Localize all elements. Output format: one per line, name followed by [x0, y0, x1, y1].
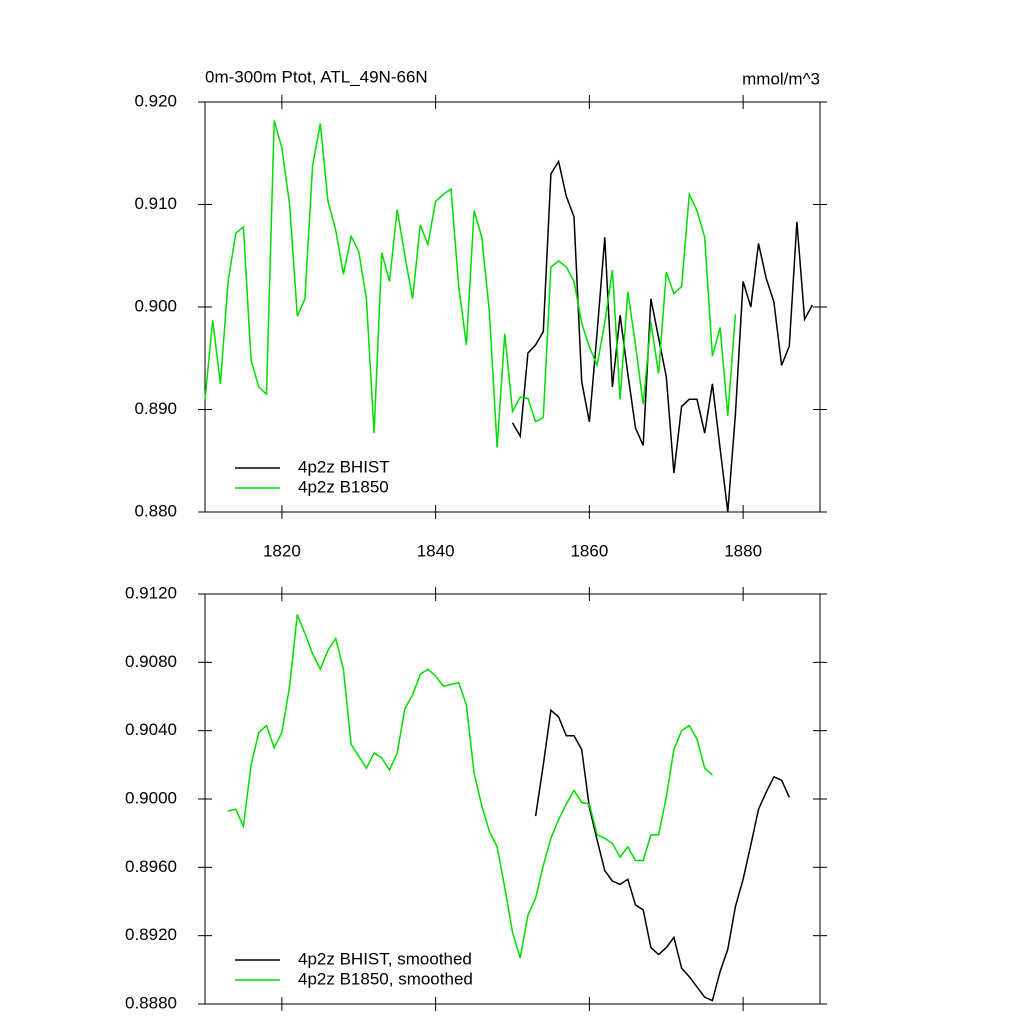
y-tick-label: 0.8880: [125, 993, 177, 1012]
legend-label: 4p2z BHIST, smoothed: [298, 949, 472, 968]
y-tick-label: 0.910: [134, 194, 177, 213]
legend-label: 4p2z BHIST: [298, 457, 390, 476]
y-tick-label: 0.9120: [125, 583, 177, 602]
y-tick-label: 0.9000: [125, 788, 177, 807]
y-tick-label: 0.8920: [125, 925, 177, 944]
x-tick-label: 1880: [724, 541, 762, 560]
y-tick-label: 0.880: [134, 501, 177, 520]
x-tick-label: 1840: [417, 541, 455, 560]
plot-frame: [204, 593, 821, 1005]
y-tick-label: 0.920: [134, 91, 177, 110]
x-tick-label: 1860: [570, 541, 608, 560]
series-line: [204, 120, 737, 448]
y-tick-label: 0.8960: [125, 857, 177, 876]
y-tick-label: 0.900: [134, 296, 177, 315]
y-tick-label: 0.9040: [125, 720, 177, 739]
series-line: [511, 159, 813, 513]
series-line: [227, 614, 713, 959]
legend-label: 4p2z B1850: [298, 477, 389, 496]
chart-title: 0m-300m Ptot, ATL_49N-66N: [205, 67, 428, 86]
x-tick-label: 1820: [263, 541, 301, 560]
y-tick-label: 0.890: [134, 399, 177, 418]
y-tick-label: 0.9080: [125, 652, 177, 671]
units-label: mmol/m^3: [742, 69, 820, 88]
series-line: [534, 708, 790, 1002]
legend-label: 4p2z B1850, smoothed: [298, 969, 473, 988]
